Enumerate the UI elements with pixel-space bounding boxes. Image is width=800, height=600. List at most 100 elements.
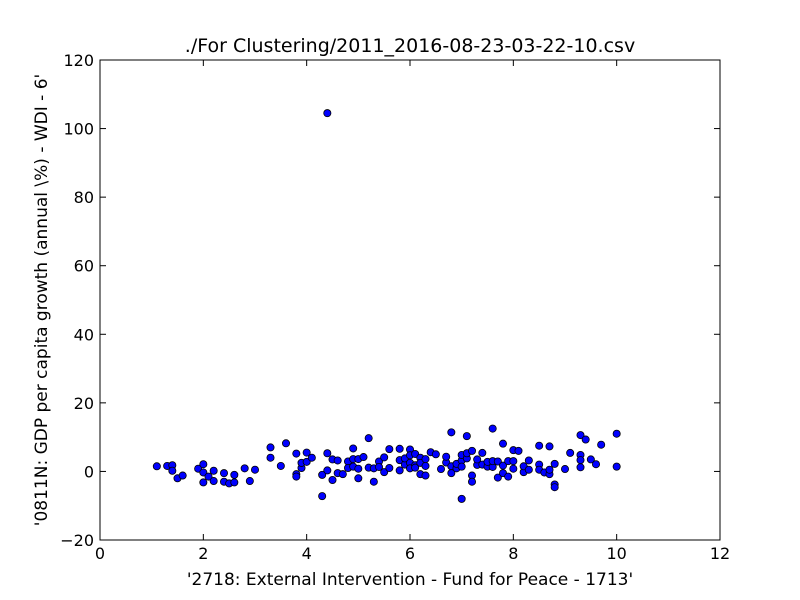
data-point — [550, 459, 559, 468]
y-tick-label: 100 — [63, 120, 94, 139]
y-tick-label: 20 — [74, 394, 94, 413]
data-point — [581, 435, 590, 444]
data-point — [349, 444, 358, 453]
chart-title: ./For Clustering/2011_2016-08-23-03-22-1… — [185, 35, 635, 57]
data-point — [535, 441, 544, 450]
data-point — [509, 464, 518, 473]
data-point — [328, 475, 337, 484]
data-point — [281, 439, 290, 448]
data-point — [266, 443, 275, 452]
y-tick-label: −20 — [60, 531, 94, 550]
x-tick-label: 10 — [606, 544, 626, 563]
data-point — [545, 442, 554, 451]
y-tick-label: 40 — [74, 325, 94, 344]
data-point — [612, 429, 621, 438]
x-tick-label: 6 — [405, 544, 415, 563]
y-tick-label: 80 — [74, 188, 94, 207]
data-point — [307, 453, 316, 462]
data-point — [250, 465, 259, 474]
x-tick-label: 4 — [302, 544, 312, 563]
data-point — [230, 478, 239, 487]
data-point — [385, 463, 394, 472]
data-point — [204, 472, 213, 481]
x-tick-label: 2 — [198, 544, 208, 563]
data-point — [209, 466, 218, 475]
points-layer — [152, 109, 621, 503]
data-point — [457, 462, 466, 471]
data-point — [436, 465, 445, 474]
data-point — [318, 492, 327, 501]
data-point — [266, 453, 275, 462]
data-point — [302, 457, 311, 466]
data-point — [219, 469, 228, 478]
data-point — [338, 470, 347, 479]
data-point — [597, 440, 606, 449]
data-point — [411, 463, 420, 472]
data-point — [292, 472, 301, 481]
data-point — [395, 466, 404, 475]
data-point — [374, 462, 383, 471]
data-point — [354, 464, 363, 473]
data-point — [524, 456, 533, 465]
data-point — [240, 464, 249, 473]
data-point — [421, 471, 430, 480]
data-point — [245, 477, 254, 486]
data-point — [152, 462, 161, 471]
data-point — [380, 468, 389, 477]
y-tick-label: 120 — [63, 51, 94, 70]
data-point — [545, 465, 554, 474]
data-point — [292, 449, 301, 458]
data-point — [359, 453, 368, 462]
data-point — [612, 462, 621, 471]
x-tick-label: 8 — [508, 544, 518, 563]
data-point — [318, 470, 327, 479]
data-point — [395, 444, 404, 453]
data-point — [576, 431, 585, 440]
data-point — [467, 477, 476, 486]
data-point — [576, 463, 585, 472]
data-point — [333, 456, 342, 465]
data-point — [442, 452, 451, 461]
data-point — [586, 455, 595, 464]
data-point — [199, 468, 208, 477]
data-point — [323, 449, 332, 458]
data-point — [354, 474, 363, 483]
data-point — [447, 469, 456, 478]
data-point — [276, 461, 285, 470]
data-point — [431, 450, 440, 459]
x-tick-label: 0 — [95, 544, 105, 563]
data-point — [493, 473, 502, 482]
data-point — [514, 446, 523, 455]
data-point — [380, 453, 389, 462]
data-point — [230, 470, 239, 479]
data-point — [524, 465, 533, 474]
data-point — [168, 466, 177, 475]
data-point — [498, 439, 507, 448]
y-axis-label: '0811N: GDP per capita growth (annual \%… — [32, 74, 52, 526]
data-point — [199, 478, 208, 487]
data-point — [566, 448, 575, 457]
data-point — [209, 477, 218, 486]
data-point — [478, 448, 487, 457]
data-point — [592, 460, 601, 469]
data-point — [509, 457, 518, 466]
data-point — [493, 457, 502, 466]
data-point — [488, 424, 497, 433]
data-point — [473, 455, 482, 464]
data-point — [457, 494, 466, 503]
data-point — [421, 461, 430, 470]
data-point — [302, 448, 311, 457]
y-tick-label: 60 — [74, 257, 94, 276]
y-tick-label: 0 — [84, 462, 94, 481]
x-axis-label: '2718: External Intervention - Fund for … — [187, 570, 633, 590]
data-point — [447, 428, 456, 437]
data-point — [369, 477, 378, 486]
data-point — [467, 446, 476, 455]
data-point — [323, 466, 332, 475]
x-tick-label: 12 — [710, 544, 730, 563]
data-point — [504, 472, 513, 481]
data-point — [178, 471, 187, 480]
